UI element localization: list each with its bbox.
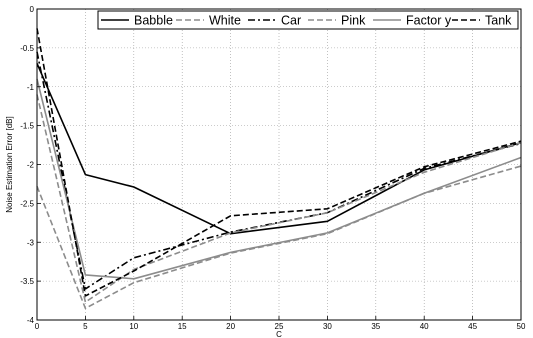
legend-label: Factor y bbox=[406, 14, 452, 28]
x-tick-label: 40 bbox=[420, 322, 429, 331]
legend-label: Pink bbox=[341, 14, 366, 28]
y-tick-label: -3 bbox=[27, 238, 35, 247]
y-tick-label: -3.5 bbox=[20, 277, 34, 286]
legend-label: Babble bbox=[134, 14, 173, 28]
series-lines bbox=[36, 28, 522, 310]
series-line-babble bbox=[36, 63, 522, 235]
x-tick-label: 30 bbox=[323, 322, 332, 331]
y-tick-label: -2 bbox=[27, 161, 35, 170]
legend-label: White bbox=[209, 14, 241, 28]
series-line-car bbox=[36, 51, 522, 290]
y-tick-label: -0.5 bbox=[20, 44, 34, 53]
x-tick-label: 35 bbox=[371, 322, 380, 331]
y-axis-label: Noise Estimation Error [dB] bbox=[5, 116, 14, 212]
series-line-pink bbox=[36, 94, 522, 303]
series-line-tank bbox=[36, 28, 522, 297]
x-tick-label: 50 bbox=[517, 322, 526, 331]
legend-label: Car bbox=[281, 14, 301, 28]
series-line-factor-y bbox=[36, 78, 522, 280]
x-tick-label: 20 bbox=[226, 322, 235, 331]
x-tick-label: 45 bbox=[468, 322, 477, 331]
legend: Babble White Car Pink Factor y Tank bbox=[97, 10, 519, 30]
y-tick-label: -1 bbox=[27, 83, 35, 92]
x-tick-label: 25 bbox=[275, 322, 284, 331]
legend-label: Tank bbox=[485, 14, 512, 28]
y-tick-label: -4 bbox=[27, 316, 35, 325]
x-axis-label: C bbox=[276, 330, 282, 338]
x-tick-label: 10 bbox=[129, 322, 138, 331]
tick-labels: 0 5 10 15 20 25 30 35 40 45 50 0 -0.5 -1 -1.5 -2 -2.5 -3 -… bbox=[20, 5, 526, 331]
y-tick-label: 0 bbox=[30, 5, 35, 14]
y-tick-label: -1.5 bbox=[20, 122, 34, 131]
y-tick-label: -2.5 bbox=[20, 199, 34, 208]
x-tick-label: 15 bbox=[178, 322, 187, 331]
x-tick-label: 5 bbox=[83, 322, 88, 331]
x-tick-label: 0 bbox=[35, 322, 40, 331]
